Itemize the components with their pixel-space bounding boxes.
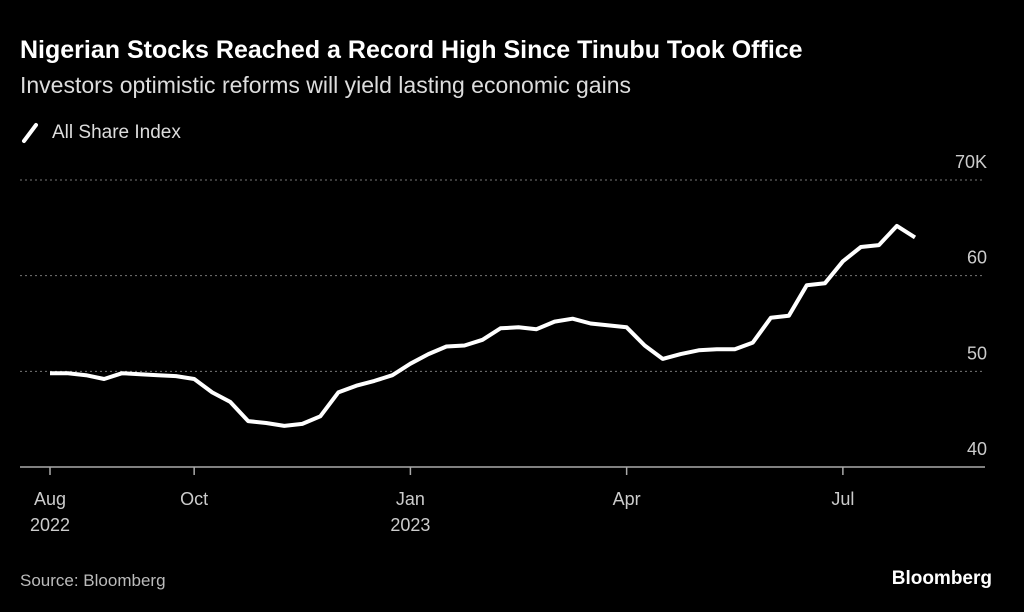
source: Source: Bloomberg: [20, 571, 166, 590]
x-tick-label: Jul: [831, 489, 854, 509]
y-tick-label: 50: [967, 343, 987, 363]
data-line: [50, 223, 917, 428]
y-tick-label: 60: [967, 248, 987, 268]
y-tick-label: 40: [967, 439, 987, 459]
x-tick-label: Oct: [180, 489, 208, 509]
y-tick-label: 70K: [955, 152, 987, 172]
x-tick-label: Jan 2023: [390, 489, 430, 535]
chart-subtitle: Investors optimistic reforms will yield …: [20, 72, 631, 98]
legend-label: All Share Index: [52, 122, 181, 143]
chart-title: Nigerian Stocks Reached a Record High Si…: [20, 36, 803, 64]
brand: Bloomberg: [892, 568, 992, 589]
legend-swatch: [22, 123, 38, 143]
x-tick-label: Apr: [613, 489, 641, 509]
x-tick-label: Aug 2022: [30, 489, 70, 535]
